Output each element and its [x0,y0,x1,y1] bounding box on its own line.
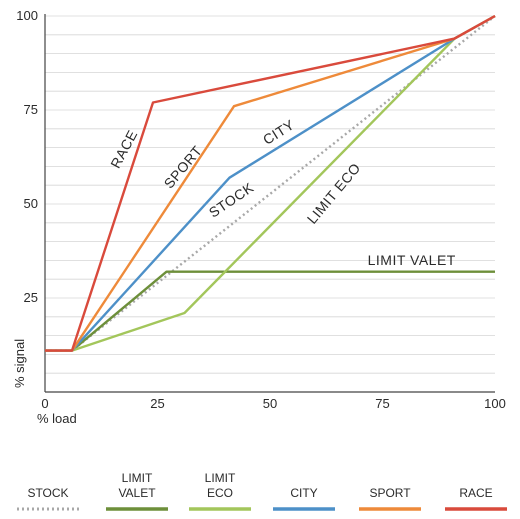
y-tick-label: 25 [24,290,38,305]
series-line-limit-valet [45,270,495,352]
x-tick-label: 0 [41,396,48,411]
x-axis-title: % load [37,411,77,426]
series-line-race [45,14,496,352]
legend-item-city: CITY [273,486,335,511]
curve-label-limit-eco: LIMIT ECO [304,160,364,227]
series-line-limit-eco [45,14,496,352]
curve-label-race: RACE [107,127,140,171]
legend-label: SPORT [369,486,411,500]
legend-label: CITY [290,486,317,500]
x-tick-label: 25 [150,396,164,411]
curve-label-limit-valet: LIMIT VALET [368,252,456,268]
legend-item-stock: STOCK [17,486,79,511]
legend-label: LIMIT [205,471,236,485]
legend-label: ECO [207,486,233,500]
legend-item-race: RACE [445,486,507,511]
legend-label: STOCK [27,486,68,500]
legend-label: RACE [459,486,492,500]
x-tick-label: 50 [263,396,277,411]
x-tick-label: 100 [484,396,506,411]
x-tick-label: 75 [375,396,389,411]
y-tick-label: 50 [24,196,38,211]
legend-label: LIMIT [122,471,153,485]
y-tick-label: 100 [16,8,38,23]
y-tick-label: 75 [24,102,38,117]
y-axis-title: % signal [12,339,27,388]
curve-label-city: CITY [260,116,297,148]
legend-label: VALET [118,486,156,500]
legend-item-sport: SPORT [359,486,421,511]
